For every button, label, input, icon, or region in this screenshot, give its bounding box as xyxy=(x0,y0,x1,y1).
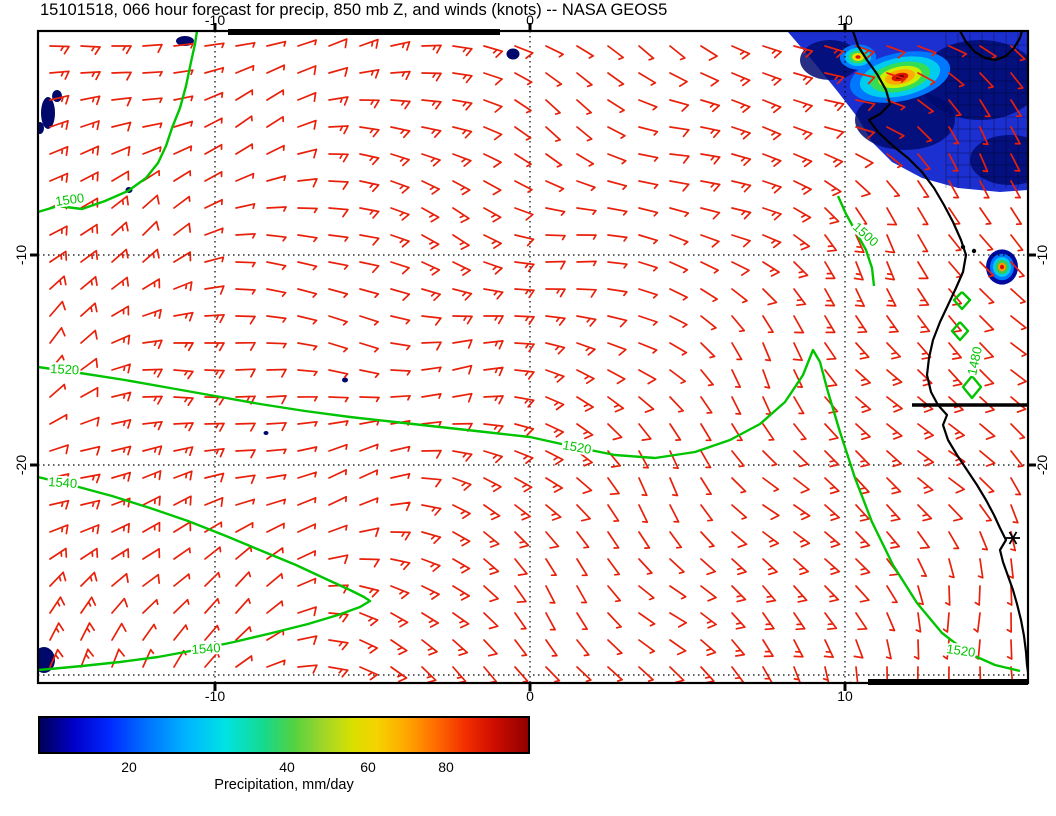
plot-frame xyxy=(30,23,1036,691)
y-axis-tick-label-right: -10 xyxy=(1034,244,1050,266)
precip-blob xyxy=(41,97,55,129)
contour-1540 xyxy=(38,475,372,672)
x-axis-tick-label-bottom: -10 xyxy=(204,688,226,704)
colorbar-tick-label: 40 xyxy=(279,759,295,775)
x-axis-tick-label-bottom: 10 xyxy=(837,688,853,704)
coastline xyxy=(959,31,1024,62)
x-axis-tick-label-bottom: 0 xyxy=(526,688,534,704)
precip-blob xyxy=(38,122,44,134)
coast-dot xyxy=(971,248,977,254)
precip-blob xyxy=(263,431,269,435)
x-axis-tick-label-top: 10 xyxy=(837,12,853,28)
colorbar-caption: Precipitation, mm/day xyxy=(214,777,354,793)
y-axis-tick-label-right: -20 xyxy=(1034,454,1050,476)
coastline xyxy=(851,31,1028,673)
contour-1500 xyxy=(836,195,876,287)
contour-1480 xyxy=(950,321,970,342)
contour-1480 xyxy=(952,291,972,311)
precip-max-blob xyxy=(1030,176,1050,196)
wind-barb-field xyxy=(49,38,1028,683)
x-axis-tick-label-top: 0 xyxy=(526,12,534,28)
contour-label: 1500 xyxy=(850,219,882,249)
colorbar-tick-label: 60 xyxy=(360,759,376,775)
y-axis-tick-label-left: -10 xyxy=(13,244,29,266)
station-marker-icon xyxy=(1008,531,1018,545)
x-axis-tick-label-top: -10 xyxy=(204,12,226,28)
contour-1520 xyxy=(38,348,1021,673)
contour-1500 xyxy=(38,31,199,214)
contour-label: 1500 xyxy=(54,190,85,209)
contour-1480 xyxy=(961,375,983,400)
contour-label: 1540 xyxy=(48,474,78,491)
precip-max-blob xyxy=(1028,27,1056,63)
y-axis-tick-label-left: -20 xyxy=(13,454,29,476)
precip-blob xyxy=(506,48,520,60)
colorbar-tick-label: 80 xyxy=(438,759,454,775)
contour-label: 1520 xyxy=(50,361,80,377)
graticule-mesh xyxy=(945,33,1027,188)
precipitation-colorbar xyxy=(38,716,530,754)
gridlines xyxy=(38,31,1028,683)
contour-label: 1520 xyxy=(946,641,977,660)
contour-label: 1540 xyxy=(191,640,221,657)
coastline-layer xyxy=(851,31,1028,673)
precip-blob xyxy=(52,90,62,102)
plot-title: 15101518, 066 hour forecast for precip, … xyxy=(40,1,668,19)
precip-blob xyxy=(342,377,348,383)
coast-dot xyxy=(960,244,966,250)
contour-label: 1520 xyxy=(561,437,592,457)
colorbar-tick-label: 20 xyxy=(121,759,137,775)
